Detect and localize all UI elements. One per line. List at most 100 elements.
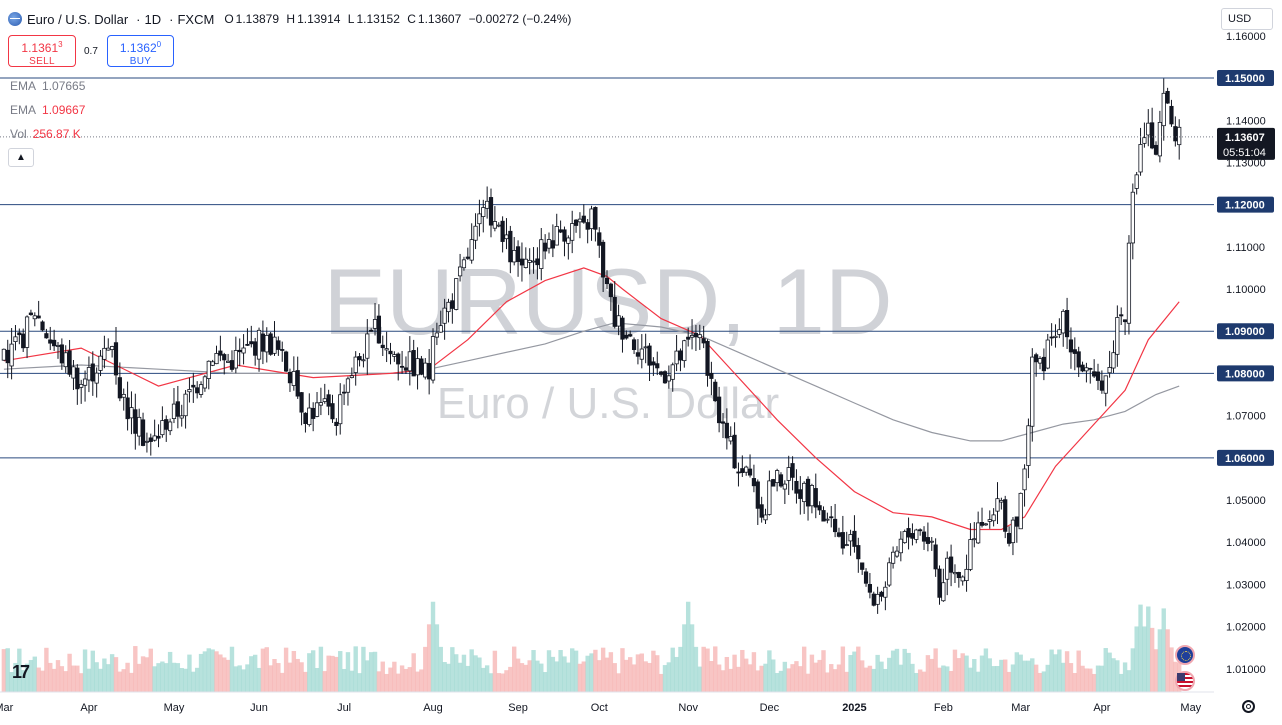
x-tick-label: May bbox=[164, 702, 185, 714]
volume-bar bbox=[156, 663, 161, 692]
candle-body bbox=[921, 531, 927, 542]
volume-bar bbox=[1146, 606, 1151, 692]
candle-body bbox=[523, 258, 528, 268]
candle-body bbox=[461, 259, 467, 269]
candle-body bbox=[817, 505, 822, 511]
x-tick-label: Jun bbox=[250, 702, 268, 714]
volume-bar bbox=[662, 665, 668, 692]
volume-bar bbox=[51, 668, 57, 692]
candle bbox=[160, 406, 165, 438]
candle-body bbox=[202, 376, 208, 389]
candle bbox=[450, 293, 455, 324]
candle bbox=[925, 522, 930, 552]
volume-bar bbox=[1157, 629, 1163, 692]
candle bbox=[554, 213, 559, 246]
candle bbox=[910, 523, 915, 546]
volume-bar bbox=[341, 668, 347, 692]
volume-bar bbox=[948, 670, 954, 692]
candle bbox=[55, 342, 61, 359]
volume-bar bbox=[48, 662, 53, 692]
candle-body bbox=[546, 239, 552, 249]
candle-body bbox=[1006, 532, 1012, 544]
candle bbox=[125, 381, 130, 431]
candle-body bbox=[1142, 137, 1147, 144]
candle bbox=[1107, 350, 1112, 378]
candle bbox=[353, 351, 358, 386]
candle-body bbox=[1, 348, 6, 361]
indicator-ema-fast[interactable]: EMA 1.09667 bbox=[10, 103, 85, 117]
candle-body bbox=[527, 259, 532, 263]
sell-button[interactable]: 1.13613 SELL bbox=[8, 35, 76, 67]
symbol-header[interactable]: Euro / U.S. Dollar · 1D · FXCM O 1.13879 … bbox=[8, 10, 571, 28]
candle-body bbox=[477, 213, 482, 225]
candle bbox=[581, 204, 586, 224]
volume-bar bbox=[554, 661, 559, 692]
symbol-watermark: EURUSD, 1D Euro / U.S. Dollar bbox=[323, 249, 892, 428]
candle bbox=[531, 247, 536, 274]
eu-flag-icon[interactable] bbox=[1175, 645, 1195, 665]
candle-body bbox=[272, 336, 277, 354]
candle bbox=[995, 482, 1000, 524]
candle bbox=[732, 422, 737, 469]
candle bbox=[546, 232, 552, 254]
candle-body bbox=[52, 339, 57, 347]
volume-bar bbox=[917, 669, 923, 692]
level-price-tag[interactable]: 1.12000 bbox=[1217, 196, 1274, 213]
candle-body bbox=[1045, 339, 1050, 369]
candle bbox=[1010, 517, 1016, 556]
candle-body bbox=[608, 283, 613, 298]
buy-button[interactable]: 1.13620 BUY bbox=[107, 35, 174, 67]
level-price-tag[interactable]: 1.08000 bbox=[1217, 365, 1274, 382]
candle bbox=[485, 186, 490, 219]
volume-bar bbox=[713, 646, 718, 692]
volume-bar bbox=[55, 660, 61, 692]
symbol-name[interactable]: Euro / U.S. Dollar bbox=[27, 11, 129, 27]
candle-body bbox=[1115, 317, 1120, 355]
collapse-indicators-button[interactable]: ▲ bbox=[8, 148, 34, 167]
candle bbox=[1115, 305, 1120, 367]
gear-icon[interactable] bbox=[1242, 700, 1255, 713]
candle bbox=[1173, 116, 1178, 147]
y-tick-label: 1.07000 bbox=[1226, 411, 1266, 423]
volume-bar bbox=[1088, 668, 1093, 692]
level-price-tag[interactable]: 1.09000 bbox=[1217, 323, 1274, 340]
candle-body bbox=[945, 557, 950, 580]
candle-body bbox=[488, 197, 494, 226]
candle bbox=[651, 357, 656, 376]
candle bbox=[191, 372, 196, 403]
x-tick-label: Aug bbox=[423, 702, 443, 714]
interval-label[interactable]: 1D bbox=[144, 11, 162, 27]
volume-bar bbox=[1122, 662, 1128, 692]
level-price-tag[interactable]: 1.15000 bbox=[1217, 70, 1274, 87]
candle-body bbox=[1165, 91, 1170, 104]
volume-bar bbox=[666, 662, 672, 692]
level-price-tag[interactable]: 1.06000 bbox=[1217, 449, 1274, 466]
candle-body bbox=[910, 533, 915, 539]
volume-bar bbox=[252, 654, 258, 692]
candle-body bbox=[245, 343, 250, 346]
candle bbox=[9, 328, 14, 380]
forex-globe-icon bbox=[8, 12, 22, 26]
candle-body bbox=[403, 367, 409, 371]
volume-bar bbox=[1103, 648, 1108, 692]
volume-bar bbox=[585, 655, 590, 692]
candle bbox=[183, 390, 188, 429]
tradingview-logo-icon[interactable]: 17 bbox=[12, 662, 30, 682]
candle bbox=[67, 339, 72, 377]
buy-label: BUY bbox=[129, 56, 152, 67]
volume-bar bbox=[817, 659, 822, 692]
currency-selector[interactable]: USD bbox=[1221, 8, 1273, 30]
candle bbox=[693, 324, 699, 351]
candle bbox=[249, 325, 254, 348]
candle bbox=[987, 510, 992, 529]
volume-bar bbox=[674, 656, 679, 692]
indicator-volume[interactable]: Vol 256.87 K bbox=[10, 127, 81, 141]
candle-body bbox=[1014, 516, 1019, 527]
candle bbox=[798, 476, 803, 515]
candle bbox=[1146, 109, 1151, 147]
us-flag-icon[interactable] bbox=[1175, 671, 1195, 691]
indicator-ema-slow[interactable]: EMA 1.07665 bbox=[10, 79, 85, 93]
volume-bar bbox=[743, 658, 749, 692]
separator: · bbox=[169, 11, 174, 27]
